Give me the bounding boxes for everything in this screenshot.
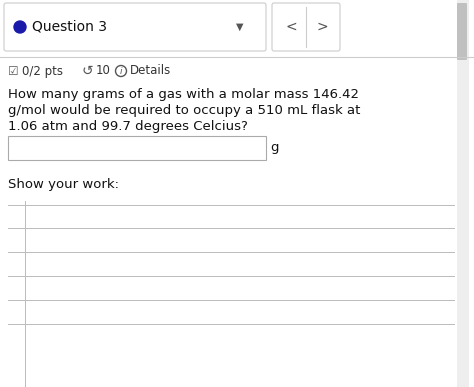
Text: How many grams of a gas with a molar mass 146.42: How many grams of a gas with a molar mas… xyxy=(8,88,359,101)
FancyBboxPatch shape xyxy=(272,3,340,51)
Circle shape xyxy=(14,21,26,33)
Text: 10: 10 xyxy=(96,65,111,77)
FancyBboxPatch shape xyxy=(457,3,467,60)
Text: ☑: ☑ xyxy=(8,65,18,77)
Text: <: < xyxy=(285,20,297,34)
Circle shape xyxy=(116,65,127,77)
Text: ▼: ▼ xyxy=(236,22,244,32)
Text: 0/2 pts: 0/2 pts xyxy=(22,65,63,77)
Text: Show your work:: Show your work: xyxy=(8,178,119,191)
Bar xyxy=(8,136,266,160)
FancyBboxPatch shape xyxy=(4,3,266,51)
Bar xyxy=(457,0,469,387)
Text: ↺: ↺ xyxy=(82,64,94,78)
Text: i: i xyxy=(120,67,122,75)
Text: g/mol would be required to occupy a 510 mL flask at: g/mol would be required to occupy a 510 … xyxy=(8,104,360,117)
Text: Details: Details xyxy=(130,65,171,77)
Text: 1.06 atm and 99.7 degrees Celcius?: 1.06 atm and 99.7 degrees Celcius? xyxy=(8,120,248,133)
Text: Question 3: Question 3 xyxy=(32,20,107,34)
Text: >: > xyxy=(316,20,328,34)
Text: g: g xyxy=(270,142,279,154)
